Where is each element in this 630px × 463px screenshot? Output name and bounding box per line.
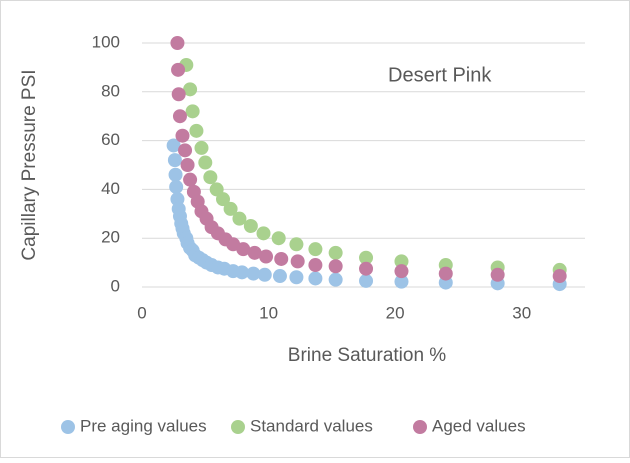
y-tick-label: 40 <box>101 179 120 198</box>
legend-marker <box>61 420 75 434</box>
scatter-point <box>175 128 190 143</box>
scatter-point <box>167 153 182 168</box>
scatter-point <box>247 245 262 260</box>
legend-label: Pre aging values <box>80 416 207 435</box>
scatter-point <box>259 249 274 264</box>
scatter-point <box>203 170 218 185</box>
scatter-point <box>290 254 305 269</box>
scatter-point <box>180 158 195 172</box>
legend-label: Aged values <box>432 416 526 435</box>
y-axis-title: Capillary Pressure PSI <box>19 69 40 260</box>
scatter-point <box>169 179 184 194</box>
y-tick-label: 80 <box>101 81 120 100</box>
scatter-point <box>194 140 209 155</box>
scatter-point <box>223 201 238 216</box>
scatter-point <box>289 237 304 252</box>
scatter-point <box>168 167 183 182</box>
scatter-point <box>170 36 185 50</box>
legend-label: Standard values <box>250 416 373 435</box>
scatter-point <box>243 219 258 233</box>
scatter-point <box>232 211 247 226</box>
scatter-point <box>171 62 186 77</box>
scatter-point <box>172 109 187 124</box>
scatter-point <box>171 87 186 102</box>
scatter-point <box>359 273 374 288</box>
scatter-point <box>178 143 193 158</box>
scatter-point <box>216 192 231 207</box>
scatter-point <box>394 254 409 269</box>
x-tick-label: 0 <box>137 303 146 322</box>
scatter-point <box>257 267 272 282</box>
scatter-point <box>189 123 204 138</box>
scatter-point <box>166 138 181 153</box>
x-tick-label: 20 <box>386 303 405 322</box>
scatter-point <box>236 242 251 257</box>
scatter-point <box>328 259 343 274</box>
scatter-point <box>438 266 453 281</box>
scatter-point <box>183 172 198 187</box>
y-tick-label: 100 <box>92 32 120 51</box>
scatter-point <box>394 274 409 289</box>
scatter-point <box>308 242 323 257</box>
scatter-point <box>271 231 286 246</box>
scatter-point <box>185 104 200 119</box>
y-tick-label: 20 <box>101 228 120 247</box>
x-tick-label: 10 <box>259 303 278 322</box>
scatter-point <box>272 269 287 284</box>
scatter-point <box>308 258 323 273</box>
chart-title: Desert Pink <box>388 64 492 86</box>
scatter-point <box>328 272 343 287</box>
scatter-point <box>274 251 289 266</box>
scatter-point <box>256 226 271 241</box>
scatter-point <box>198 155 213 170</box>
scatter-point <box>246 266 261 281</box>
legend-marker <box>413 420 427 434</box>
scatter-point <box>328 245 343 260</box>
scatter-point <box>359 261 374 276</box>
scatter-point <box>289 270 304 285</box>
y-tick-label: 60 <box>101 130 120 149</box>
x-tick-label: 30 <box>512 303 531 322</box>
scatter-point <box>359 250 374 265</box>
x-axis-title: Brine Saturation % <box>288 345 447 366</box>
scatter-point <box>394 264 409 279</box>
scatter-point <box>183 82 198 97</box>
scatter-point <box>234 265 249 280</box>
scatter-point <box>552 269 567 284</box>
scatter-point <box>308 271 323 286</box>
scatter-point <box>490 267 505 282</box>
legend-marker <box>231 420 245 434</box>
y-tick-label: 0 <box>111 276 120 295</box>
